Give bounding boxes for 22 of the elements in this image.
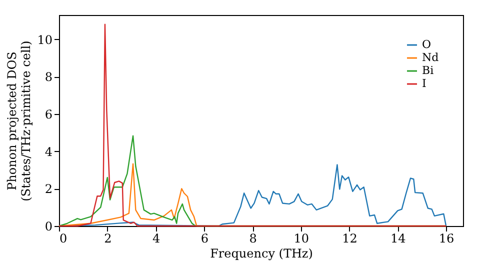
y-tick-label: 0 [44, 220, 52, 234]
y-tick-label: 4 [44, 144, 53, 159]
x-axis-title: Frequency (THz) [210, 246, 313, 260]
y-axis-title: Phonon projected DOS (States/THz·primitive cell) [5, 40, 34, 202]
legend-label: I [422, 77, 426, 90]
y-tick-label: 8 [44, 70, 52, 84]
x-tick-label: 14 [390, 232, 406, 246]
y-tick-label: 6 [44, 107, 52, 122]
x-tick-label: 0 [60, 232, 68, 246]
x-tick-label: 16 [438, 232, 454, 246]
x-tick-label: 10 [294, 232, 310, 246]
x-tick-label: 8 [249, 232, 257, 246]
legend-label: O [422, 38, 432, 51]
legend-label: Nd [422, 51, 439, 64]
x-tick-label: 4 [152, 232, 160, 246]
y-tick-label: 10 [37, 32, 52, 47]
legend-label: Bi [422, 64, 434, 77]
y-tick-label: 2 [44, 182, 52, 196]
line-series [58, 24, 447, 227]
x-tick-label: 2 [104, 232, 112, 246]
x-tick-label: 6 [200, 232, 208, 246]
x-tick-label: 12 [342, 232, 358, 246]
